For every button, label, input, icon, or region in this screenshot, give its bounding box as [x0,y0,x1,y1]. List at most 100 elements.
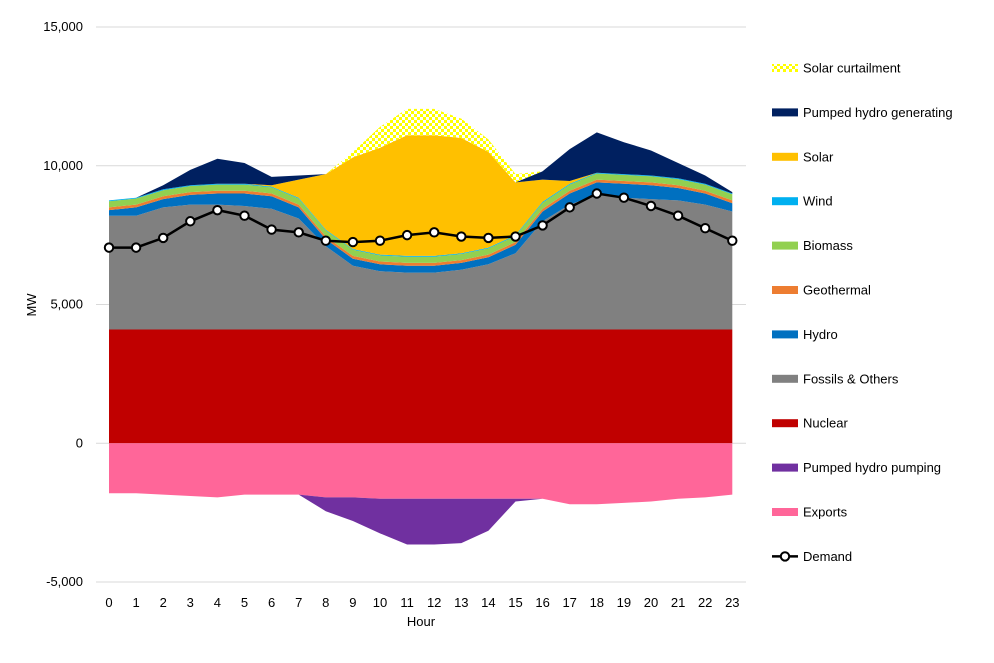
legend-swatch [772,374,798,383]
demand-point [618,192,630,203]
legend-item-pumped-hydro-generating: Pumped hydro generating [772,105,953,120]
legend: Solar curtailment Pumped hydro generating… [772,61,953,564]
legend-marker [779,551,791,562]
area-solar [109,135,733,256]
demand-line-layer [103,188,738,253]
area-biomass [109,173,733,263]
x-tick-label: 20 [644,595,658,610]
demand-point [510,231,521,242]
legend-label: Fossils & Others [803,371,899,386]
legend-item-biomass: Biomass [772,238,853,253]
demand-point [456,231,467,242]
demand-point [537,220,548,231]
legend-swatch [772,197,798,206]
legend-swatch [772,152,798,161]
legend-item-fossils-and-others: Fossils & Others [772,371,899,386]
demand-point [266,224,277,235]
x-tick-label: 7 [295,595,302,610]
x-tick-label: 16 [535,595,549,610]
x-tick-label: 15 [508,595,522,610]
legend-swatch [772,241,798,250]
area-series [109,108,733,545]
x-tick-label: 1 [132,595,139,610]
legend-item-exports: Exports [772,505,848,520]
x-tick-label: 5 [241,595,248,610]
x-tick-label: 18 [590,595,604,610]
x-tick-label: 19 [617,595,631,610]
x-tick-label: 4 [214,595,221,610]
legend-swatch [772,419,798,428]
legend-label: Geothermal [803,283,871,298]
legend-label: Hydro [803,327,838,342]
area-solar-curtailment [109,108,733,201]
legend-label: Exports [803,505,848,520]
y-axis-title: MW [24,293,39,317]
legend-label: Solar [803,149,834,164]
area-pumped-hydro-pumping [109,493,733,545]
area-exports [109,443,733,505]
x-tick-label: 22 [698,595,712,610]
y-tick-label: 5,000 [50,297,83,312]
demand-point [483,232,494,244]
demand-point [103,242,115,253]
demand-point [727,235,738,246]
legend-item-hydro: Hydro [772,327,838,342]
x-tick-label: 12 [427,595,441,610]
area-fossils-and-others [109,194,733,330]
demand-point [591,188,602,199]
legend-item-pumped-hydro-pumping: Pumped hydro pumping [772,460,941,475]
legend-label: Solar curtailment [803,61,901,76]
demand-point [320,235,331,246]
x-tick-label: 17 [562,595,576,610]
demand-point [293,227,304,238]
x-tick-label: 11 [400,595,414,610]
x-tick-label: 2 [160,595,167,610]
demand-point [401,229,413,241]
x-tick-label: 8 [322,595,329,610]
legend-swatch [772,64,798,72]
legend-item-demand: Demand [772,549,852,564]
area-nuclear [109,329,733,444]
demand-point [645,200,657,212]
demand-point [672,210,684,221]
demand-point [212,204,223,216]
legend-swatch [772,508,798,516]
x-tick-label: 3 [187,595,194,610]
x-tick-label: 14 [481,595,495,610]
legend-label: Wind [803,194,833,209]
x-tick-label: 13 [454,595,468,610]
demand-point [347,236,359,248]
area-hydro [109,182,733,273]
demand-point [429,227,440,238]
demand-point [158,232,169,244]
legend-label: Pumped hydro generating [803,105,953,120]
legend-item-geothermal: Geothermal [772,283,871,298]
demand-point [374,235,386,246]
legend-item-wind: Wind [772,194,833,209]
x-tick-label: 21 [671,595,685,610]
demand-point [700,222,711,234]
demand-point [564,202,575,213]
legend-item-solar-curtailment: Solar curtailment [772,61,901,76]
legend-label: Demand [803,549,852,564]
x-tick-label: 0 [105,595,112,610]
y-tick-label: 15,000 [43,19,83,34]
legend-item-nuclear: Nuclear [772,416,848,431]
demand-point [130,242,142,253]
y-tick-label: 0 [76,435,83,450]
y-tick-label: 10,000 [43,158,83,173]
demand-point [185,216,196,227]
y-tick-label: -5,000 [46,574,83,589]
area-pumped-hydro-generating [109,132,733,201]
demand-point [239,210,250,221]
legend-label: Nuclear [803,416,848,431]
x-tick-label: 23 [725,595,739,610]
legend-swatch [772,330,798,339]
legend-swatch [772,108,798,117]
legend-swatch [772,286,798,294]
x-tick-label: 6 [268,595,275,610]
legend-label: Biomass [803,238,853,253]
x-axis-title: Hour [407,614,436,629]
